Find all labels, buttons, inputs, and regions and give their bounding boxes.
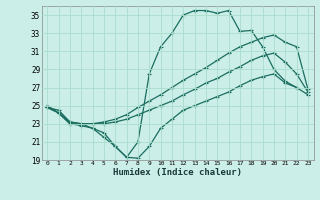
X-axis label: Humidex (Indice chaleur): Humidex (Indice chaleur)	[113, 168, 242, 177]
